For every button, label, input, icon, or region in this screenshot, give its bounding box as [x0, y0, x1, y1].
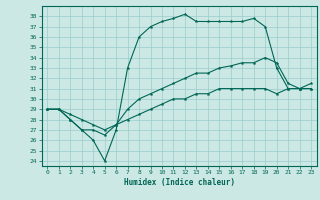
- X-axis label: Humidex (Indice chaleur): Humidex (Indice chaleur): [124, 178, 235, 187]
